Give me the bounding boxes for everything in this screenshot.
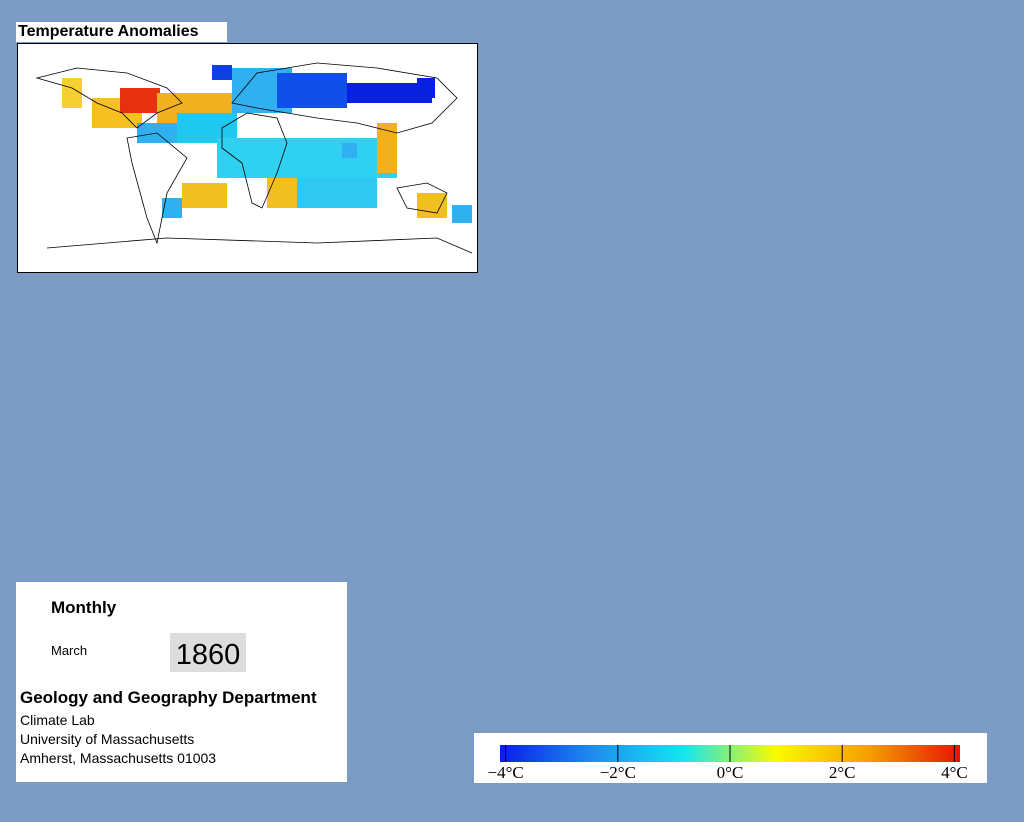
colorbar-tick-label: −2°C [600,763,636,782]
department: Geology and Geography Department [20,688,317,707]
coastlines [35,62,473,254]
address: Amherst, Massachusetts 01003 [20,750,217,766]
year: 1860 [170,633,246,672]
university: University of Massachusetts [20,731,195,747]
info-panel: Monthly March 1860 Geology and Geography… [16,582,347,782]
colorbar-tick-label: 0°C [717,763,744,782]
colorbar-tick-label: 2°C [829,763,856,782]
colorbar-tick-label: −4°C [487,763,523,782]
map-title: Temperature Anomalies [16,22,227,42]
map [17,43,478,273]
colorbar-tick-label: 4°C [941,763,968,782]
lab: Climate Lab [20,712,95,728]
month: March [51,643,88,658]
colorbar: −4°C −2°C 0°C 2°C 4°C [474,733,987,783]
period: Monthly [51,598,117,617]
